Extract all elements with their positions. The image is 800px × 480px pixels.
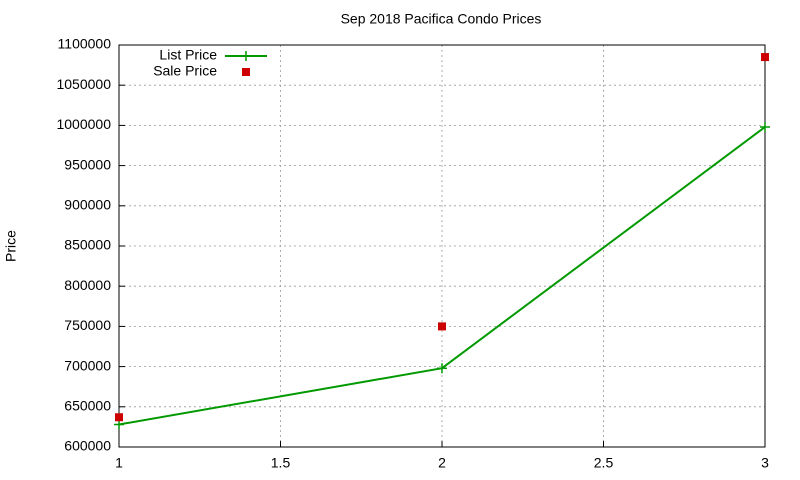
y-tick-label: 1100000 [58,36,112,52]
y-tick-label: 900000 [64,197,111,213]
y-tick-label: 1000000 [56,116,111,132]
legend-label: List Price [159,47,217,63]
y-tick-label: 650000 [64,398,111,414]
y-tick-label: 800000 [64,277,111,293]
x-tick-label: 1.5 [271,455,291,471]
plot-border [118,44,766,448]
point [115,413,123,422]
legend-marker [242,68,250,76]
y-tick-label: 700000 [64,357,111,373]
legend-marker [241,51,251,61]
chart-title: Sep 2018 Pacifica Condo Prices [341,11,542,27]
y-tick-label: 750000 [64,317,111,333]
x-tick-label: 3 [761,455,769,471]
y-tick-label: 600000 [64,438,111,454]
point [437,363,447,374]
point [438,322,446,331]
y-axis-label: Price [3,230,19,262]
y-tick-label: 850000 [64,237,111,253]
x-tick-label: 2 [438,455,446,471]
point [760,122,770,133]
x-tick-label: 2.5 [594,455,614,471]
y-tick-label: 950000 [64,156,111,172]
y-tick-label: 1050000 [56,76,111,92]
x-tick-label: 1 [115,455,123,471]
legend-label: Sale Price [153,63,217,79]
point [761,53,769,62]
